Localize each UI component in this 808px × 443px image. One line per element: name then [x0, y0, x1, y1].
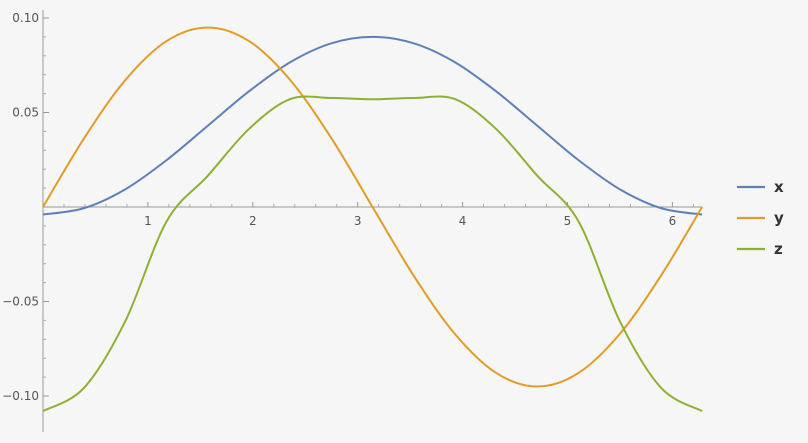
x-tick-label: 1: [144, 214, 152, 228]
series-line-z: [42, 95, 703, 413]
x-tick-label: 2: [249, 214, 257, 228]
legend: xyz: [737, 178, 784, 258]
x-tick-label: 4: [459, 214, 467, 228]
legend-label-z: z: [774, 240, 783, 258]
y-tick-label: 0.10: [12, 11, 39, 25]
minor-ticks: [43, 17, 694, 378]
series-lines: [42, 26, 703, 413]
legend-label-y: y: [774, 209, 784, 227]
series-line-y: [42, 26, 703, 388]
series-line-x: [42, 35, 703, 216]
y-tick-label: −0.10: [2, 389, 39, 403]
x-ticks: 1 2 3 4 5 6: [144, 202, 676, 228]
y-tick-label: 0.05: [12, 106, 39, 120]
legend-label-x: x: [774, 178, 784, 196]
x-tick-label: 3: [354, 214, 362, 228]
y-ticks: 0.10 0.05 −0.05 −0.10: [2, 11, 49, 403]
x-tick-label: 6: [669, 214, 677, 228]
y-tick-label: −0.05: [2, 295, 39, 309]
x-tick-label: 5: [564, 214, 572, 228]
